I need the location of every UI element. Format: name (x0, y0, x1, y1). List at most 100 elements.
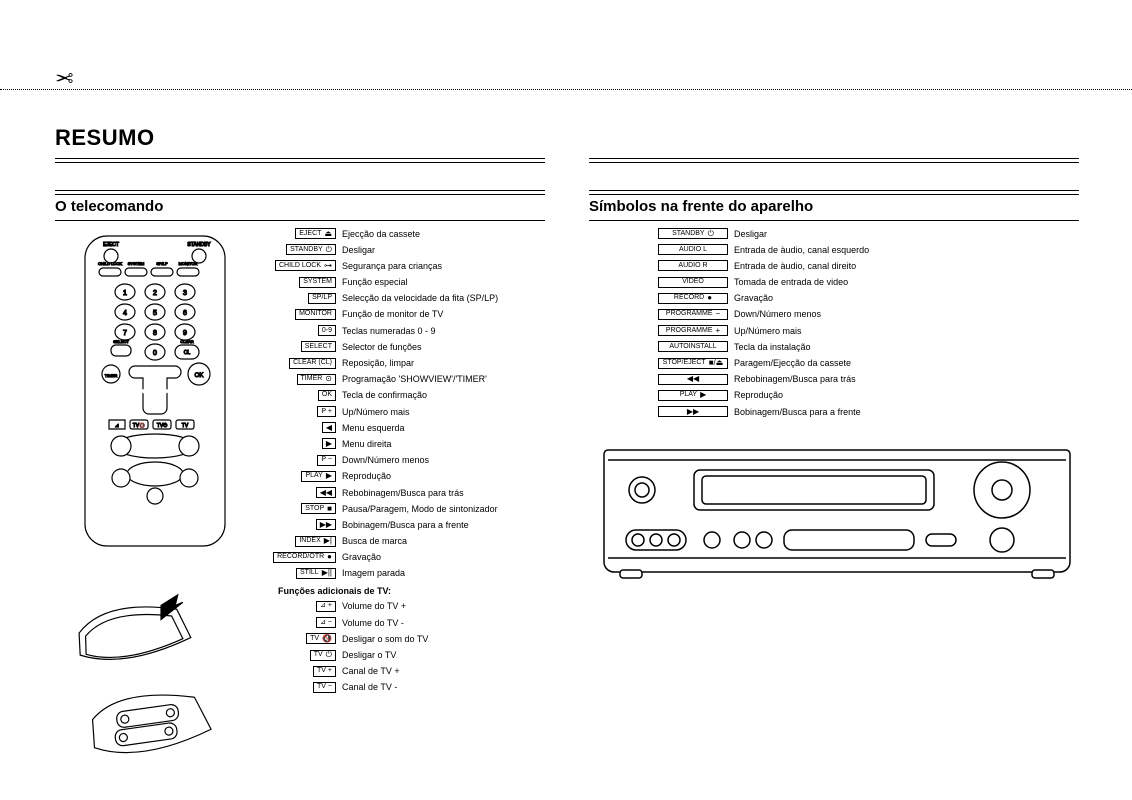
legend-row: AUDIO LEntrada de àudio, canal esquerdo (640, 243, 970, 256)
svg-text:5: 5 (153, 310, 157, 317)
svg-text:RECORD/OTR: RECORD/OTR (142, 505, 169, 510)
svg-text:TV🔇: TV🔇 (133, 422, 146, 429)
left-rule-title-bottom (55, 220, 545, 221)
button-label: TIMER⊙ (297, 374, 336, 385)
legend-description: Selector de funções (342, 342, 422, 352)
svg-text:STANDBY: STANDBY (187, 242, 211, 248)
svg-text:OK: OK (195, 373, 204, 379)
legend-description: Reprodução (734, 390, 783, 400)
button-label: ◀ (322, 422, 336, 433)
svg-text:9: 9 (183, 330, 187, 337)
legend-description: Reposição, limpar (342, 358, 414, 368)
svg-text:STANDBY: STANDBY (628, 468, 656, 474)
svg-text:MONITOR: MONITOR (179, 261, 198, 266)
button-label: TV + (313, 666, 336, 677)
button-label: AUDIO L (658, 244, 728, 255)
legend-description: Função de monitor de TV (342, 309, 443, 319)
tv-header: Funções adicionais de TV: (278, 586, 558, 596)
svg-text:CL: CL (184, 350, 191, 356)
svg-text:INDEX: INDEX (115, 488, 128, 493)
button-label: AUTOINSTALL (658, 341, 728, 352)
svg-text:◀: ◀ (139, 388, 145, 395)
button-label: STOP■ (301, 503, 336, 514)
legend-description: Menu esquerda (342, 423, 405, 433)
legend-description: Paragem/Ejecção da cassete (734, 358, 851, 368)
legend-row: ◀ Menu esquerda (278, 421, 558, 434)
button-label: ◀◀ (316, 487, 336, 498)
legend-row: PLAY▶ Reprodução (640, 389, 970, 402)
right-legend: STANDBY⏻DesligarAUDIO LEntrada de àudio,… (640, 227, 970, 421)
svg-text:−: − (740, 536, 745, 545)
legend-row: EJECT⏏Ejecção da cassete (278, 227, 558, 240)
button-label: P − (317, 455, 336, 466)
button-label: ⊿ − (316, 617, 336, 628)
legend-description: Bobinagem/Busca para a frente (342, 520, 469, 530)
legend-row: RECORD●Gravação (640, 292, 970, 305)
battery-illustration (60, 590, 250, 770)
svg-text:◀◀: ◀◀ (979, 488, 990, 495)
legend-row: PLAY▶Reprodução (278, 470, 558, 483)
legend-row: ⊿ +Volume do TV + (278, 600, 558, 613)
svg-text:−: − (153, 406, 157, 413)
svg-text:CHILD LOCK: CHILD LOCK (98, 261, 122, 266)
legend-row: STANDBY⏻Desligar (278, 243, 558, 256)
svg-text:■/▲: ■/▲ (995, 538, 1008, 545)
button-label: 0-9 (318, 325, 336, 336)
right-rule-title-bottom (589, 220, 1079, 221)
legend-description: Rebobinagem/Busca para trás (342, 488, 464, 498)
svg-text:◀◀: ◀◀ (116, 477, 126, 483)
svg-text:CLEAR: CLEAR (180, 339, 193, 344)
legend-row: MONITOR Função de monitor de TV (278, 308, 558, 321)
legend-row: AUDIO REntrada de àudio, canal direito (640, 259, 970, 272)
legend-row: INDEX▶|Busca de marca (278, 535, 558, 548)
button-label: ▶▶ (316, 519, 336, 530)
legend-row: ▶Menu direita (278, 437, 558, 450)
button-label: SELECT (301, 341, 336, 352)
button-label: MONITOR (295, 309, 336, 320)
legend-row: AUTOINSTALLTecla da instalação (640, 340, 970, 353)
legend-row: RECORD/OTR●Gravação (278, 551, 558, 564)
legend-description: Segurança para crianças (342, 261, 442, 271)
legend-row: OKTecla de confirmação (278, 389, 558, 402)
button-label: TV🔇 (306, 633, 336, 644)
legend-description: Ejecção da cassete (342, 229, 420, 239)
svg-text:◀◀: ◀◀ (116, 444, 127, 451)
legend-description: Up/Número mais (342, 407, 410, 417)
button-label: P + (317, 406, 336, 417)
button-label: TV − (313, 682, 336, 693)
svg-text:STOP: STOP (150, 466, 161, 471)
button-label: RECORD● (658, 293, 728, 304)
legend-description: Entrada de àudio, canal direito (734, 261, 856, 271)
legend-description: Canal de TV + (342, 666, 400, 676)
svg-text:▶: ▶ (165, 388, 171, 395)
svg-text:+: + (153, 368, 157, 375)
button-label: PLAY▶ (658, 390, 728, 401)
legend-description: Programação 'SHOWVIEW'/'TIMER' (342, 374, 487, 384)
svg-text:STOP/EJECT: STOP/EJECT (987, 522, 1018, 528)
svg-text:TV: TV (182, 423, 189, 429)
legend-description: Gravação (342, 552, 381, 562)
svg-text:▶: ▶ (152, 447, 158, 454)
legend-description: Busca de marca (342, 536, 407, 546)
remote-illustration: EJECT STANDBY CHILD LOCK SYSTEM SP/LP MO… (75, 232, 235, 552)
legend-description: Down/Número menos (342, 455, 429, 465)
button-label: CHILD LOCK⊶ (275, 260, 336, 271)
vcr-illustration: STANDBY ▶ ◀◀ ▶▶ PLAY L AUDIO R VIDEO REC… (602, 440, 1072, 590)
legend-row: STOP■Pausa/Paragem, Modo de sintonizador (278, 502, 558, 515)
svg-text:0: 0 (153, 350, 157, 357)
legend-row: STOP/EJECT■/⏏Paragem/Ejecção da cassete (640, 357, 970, 370)
button-label: STILL▶|| (296, 568, 336, 579)
svg-text:●: ● (153, 492, 158, 501)
button-label: PROGRAMME− (658, 309, 728, 320)
legend-row: TV⏻Desligar o TV (278, 649, 558, 662)
button-label: CLEAR (CL) (289, 358, 336, 369)
svg-text:PLAY: PLAY (995, 454, 1010, 460)
svg-text:+: + (762, 536, 767, 545)
legend-description: Canal de TV - (342, 682, 397, 692)
button-label: ▶▶ (658, 406, 728, 417)
legend-description: Bobinagem/Busca para a frente (734, 407, 861, 417)
right-rule-title-top (589, 190, 1079, 195)
left-heading: O telecomando (55, 198, 163, 215)
button-label: ⊿ + (316, 601, 336, 612)
legend-row: SP/LPSelecção da velocidade da fita (SP/… (278, 292, 558, 305)
